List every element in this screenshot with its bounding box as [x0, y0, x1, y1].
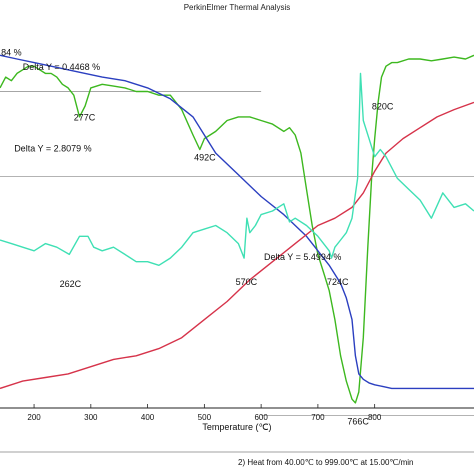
x-axis-label: Temperature (℃) — [202, 422, 271, 432]
annotation-label: 492C — [194, 152, 216, 162]
annotation-label: 277C — [74, 113, 96, 123]
footer-text: 2) Heat from 40.00℃ to 999.00℃ at 15.00℃… — [238, 458, 414, 467]
x-axis-ticks: 200 300 400 500 600 700 800 — [27, 404, 382, 422]
annotation-label: Delta Y = 5.4994 % — [264, 252, 341, 262]
cyan-series-line — [0, 72, 474, 266]
annotation-label: Delta Y = 2.8079 % — [14, 143, 91, 153]
annotation-label: 84 % — [1, 47, 22, 57]
x-tick-label: 500 — [198, 413, 212, 422]
annotation-label: 262C — [60, 279, 82, 289]
chart-title: PerkinElmer Thermal Analysis — [184, 3, 291, 12]
annotation-label: 570C — [236, 277, 258, 287]
x-tick-label: 800 — [368, 413, 382, 422]
series-group — [0, 54, 474, 404]
green-series-line — [0, 54, 474, 404]
annotation-label: 724C — [327, 277, 349, 287]
annotations: 84 %Delta Y = 0.4468 % 277C Delta Y = 2.80… — [1, 47, 394, 426]
x-tick-label: 700 — [311, 413, 325, 422]
x-tick-label: 200 — [27, 413, 41, 422]
annotation-label: 820C — [372, 102, 394, 112]
annotation-label: 766C — [347, 417, 369, 427]
reference-lines — [0, 91, 474, 416]
annotation-label: Delta Y = 0.4468 % — [23, 62, 100, 72]
x-tick-label: 300 — [84, 413, 98, 422]
x-tick-label: 600 — [254, 413, 268, 422]
blue-series-line — [0, 54, 474, 390]
x-tick-label: 400 — [141, 413, 155, 422]
red-series-line — [0, 101, 474, 390]
